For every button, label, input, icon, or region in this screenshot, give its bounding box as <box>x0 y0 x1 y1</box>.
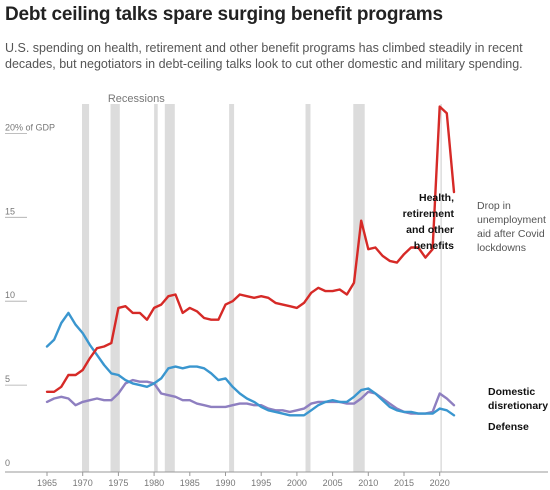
recession-bands <box>82 104 442 472</box>
axes: 1965 1970 1975 1980 1985 1990 1995 2000 2005 2010… <box>5 122 548 488</box>
recession-band <box>353 104 365 472</box>
series-line-0 <box>45 105 456 393</box>
series-line-2 <box>45 378 456 415</box>
series-lines <box>45 105 456 417</box>
subtitle-line-2: decades, but negotiators in debt-ceiling… <box>5 57 523 71</box>
recession-band <box>229 104 235 472</box>
x-tick-label: 1980 <box>144 478 164 488</box>
x-tick-label: 2000 <box>287 478 307 488</box>
label-defense: Defense <box>488 421 529 433</box>
x-tick-label: 1975 <box>108 478 128 488</box>
recessions-label: Recessions <box>108 93 165 105</box>
y-tick-label: 20% of GDP <box>5 122 55 132</box>
recession-band <box>305 104 311 472</box>
label-domestic: Domestic disretionary <box>488 386 548 412</box>
x-tick-label: 2020 <box>430 478 450 488</box>
y-tick-label: 0 <box>5 458 10 468</box>
recession-band <box>164 104 175 472</box>
series-line-1 <box>45 311 456 417</box>
y-tick-label: 5 <box>5 374 10 384</box>
recession-band <box>82 104 90 472</box>
series-labels: Health, retirement and other benefits Domest… <box>403 192 549 433</box>
y-tick-label: 10 <box>5 290 15 300</box>
x-tick-label: 1985 <box>180 478 200 488</box>
recession-band <box>154 104 158 472</box>
x-tick-label: 1970 <box>73 478 93 488</box>
x-tick-label: 1990 <box>215 478 235 488</box>
y-tick-label: 15 <box>5 206 15 216</box>
x-tick-label: 2015 <box>394 478 414 488</box>
x-tick-label: 2010 <box>358 478 378 488</box>
recession-band <box>440 104 442 472</box>
label-benefits: Health, retirement and other benefits <box>403 192 455 252</box>
x-tick-label: 1995 <box>251 478 271 488</box>
chart-title: Debt ceiling talks spare surging benefit… <box>5 4 443 25</box>
recession-band <box>110 104 120 472</box>
annotation-covid: Drop in unemployment aid after Covid lockdo… <box>477 200 546 254</box>
subtitle-line-1: U.S. spending on health, retirement and … <box>5 41 523 55</box>
x-tick-label: 1965 <box>37 478 57 488</box>
chart-subtitle: U.S. spending on health, retirement and … <box>5 40 545 72</box>
x-tick-label: 2005 <box>323 478 343 488</box>
